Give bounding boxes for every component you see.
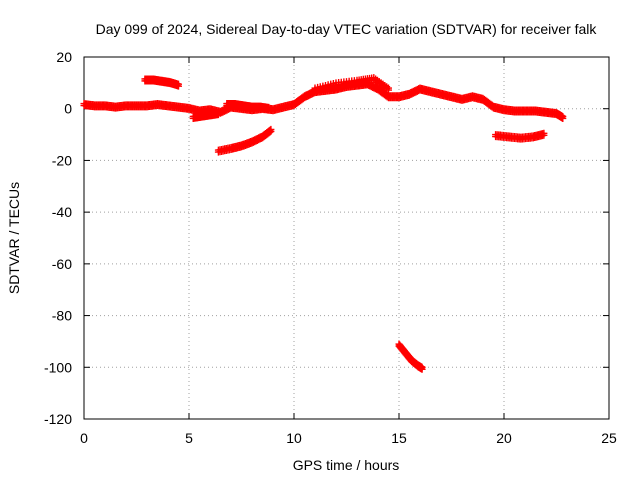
series-upper-arc xyxy=(141,75,182,90)
data-point xyxy=(385,86,392,94)
x-tick-label: 0 xyxy=(80,430,88,446)
y-tick-label: 0 xyxy=(64,101,72,117)
series-lower-arc xyxy=(214,125,275,156)
y-tick-label: -120 xyxy=(44,411,72,427)
y-tick-label: 20 xyxy=(56,49,72,65)
x-tick-label: 10 xyxy=(286,430,302,446)
x-tick-label: 15 xyxy=(391,430,407,446)
axis-ticks: 0 5 10 15 20 25 -120 -100 -80 -60 -40 -20 0 20 xyxy=(44,49,617,446)
data-point xyxy=(175,82,182,90)
data-point xyxy=(540,131,548,139)
data-points xyxy=(80,74,567,373)
data-point xyxy=(418,365,426,373)
y-tick-label: -60 xyxy=(52,256,72,272)
y-tick-label: -20 xyxy=(52,152,72,168)
x-tick-label: 5 xyxy=(185,430,193,446)
x-tick-label: 20 xyxy=(496,430,512,446)
x-tick-label: 25 xyxy=(601,430,617,446)
series-right-arc xyxy=(492,129,548,143)
series-hump xyxy=(311,74,392,94)
y-tick-label: -100 xyxy=(44,359,72,375)
plot-frame xyxy=(83,56,610,420)
data-point xyxy=(214,111,222,119)
series-outlier-arc xyxy=(395,340,426,373)
data-point xyxy=(559,114,567,122)
y-axis-label: SDTVAR / TECUs xyxy=(6,182,22,294)
data-point xyxy=(265,105,273,113)
series-dip-low xyxy=(189,109,222,122)
y-tick-label: -40 xyxy=(52,204,72,220)
chart-title: Day 099 of 2024, Sidereal Day-to-day VTE… xyxy=(96,21,598,37)
x-axis-label: GPS time / hours xyxy=(293,457,400,473)
data-point xyxy=(267,127,275,135)
y-tick-label: -80 xyxy=(52,308,72,324)
grid-lines xyxy=(84,57,609,419)
series-mid-band xyxy=(223,100,273,113)
